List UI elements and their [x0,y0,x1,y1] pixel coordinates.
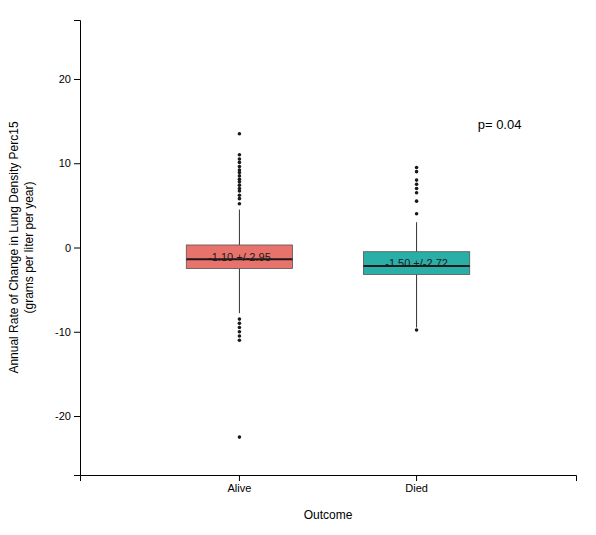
x-axis-line [81,476,577,482]
outlier [238,435,242,439]
outlier [238,168,242,172]
outlier [238,165,242,169]
box-body [363,252,469,275]
outlier [238,334,242,338]
outlier [238,177,242,181]
outlier [238,157,242,161]
x-axis-title: Outcome [304,508,353,522]
outlier [415,187,419,191]
y-tick-label: 0 [65,242,71,254]
y-tick-mark [74,79,80,80]
x-tick-mark [239,475,240,481]
y-axis-title-line: Annual Rate of Change in Lung Density Pe… [7,121,21,373]
outlier [238,317,242,321]
box-label: -1.50 +/-2.72 [385,257,448,269]
outlier [415,170,419,174]
box [186,132,292,439]
whisker-high [416,222,417,251]
outlier [238,187,242,191]
y-tick-label: 20 [59,73,71,85]
x-tick-mark [416,475,417,481]
outlier [238,161,242,165]
outlier [415,212,419,216]
y-axis-title: Annual Rate of Change in Lung Density Pe… [7,121,36,373]
y-tick-label: -20 [55,410,71,422]
y-tick-label: -10 [55,326,71,338]
y-tick: 20 [59,73,80,85]
outlier [238,197,242,201]
whisker-high [239,210,240,245]
y-tick: 10 [59,157,80,169]
outlier [238,153,242,157]
annotation: p= 0.04 [478,117,522,132]
x-tick-label: Died [405,482,428,494]
box-label: -1.10 +/-2.95 [208,251,271,263]
outlier [415,178,419,182]
plot: -20 -10 0 10 20 Alive Died -1.10 +/-2.95 -1.50 +… [55,21,576,494]
outlier [415,183,419,187]
x-axis: Alive Died [81,475,577,494]
marks [186,132,469,439]
outlier [238,174,242,178]
box-labels: -1.10 +/-2.95 -1.50 +/-2.72 [208,251,448,269]
y-axis-title-line: (grams per liter per year) [22,181,36,313]
y-tick-label: 10 [59,157,71,169]
y-tick: -10 [55,326,80,338]
box [363,166,469,332]
outlier [415,328,419,332]
y-axis: -20 -10 0 10 20 [55,21,80,476]
y-tick-mark [74,416,80,417]
outlier [238,183,242,187]
whisker-low [239,269,240,314]
x-tick: Died [405,475,428,494]
outlier [238,322,242,326]
y-tick-mark [74,163,80,164]
outlier [415,191,419,195]
box-body [186,245,292,269]
chart: -20 -10 0 10 20 Alive Died -1.10 +/-2.95 -1.50 +… [0,0,596,535]
outlier [238,330,242,334]
y-tick-mark [74,248,80,249]
outlier [238,326,242,330]
outlier [238,338,242,342]
y-tick-mark [74,332,80,333]
x-tick-label: Alive [228,482,252,494]
outlier [415,199,419,203]
outlier [415,166,419,170]
x-tick: Alive [228,475,252,494]
y-tick: 0 [65,242,80,254]
y-axis-line [74,21,81,476]
outlier [238,202,242,206]
whisker-low [416,274,417,327]
outlier [238,132,242,136]
y-tick: -20 [55,410,80,422]
outlier [238,193,242,197]
